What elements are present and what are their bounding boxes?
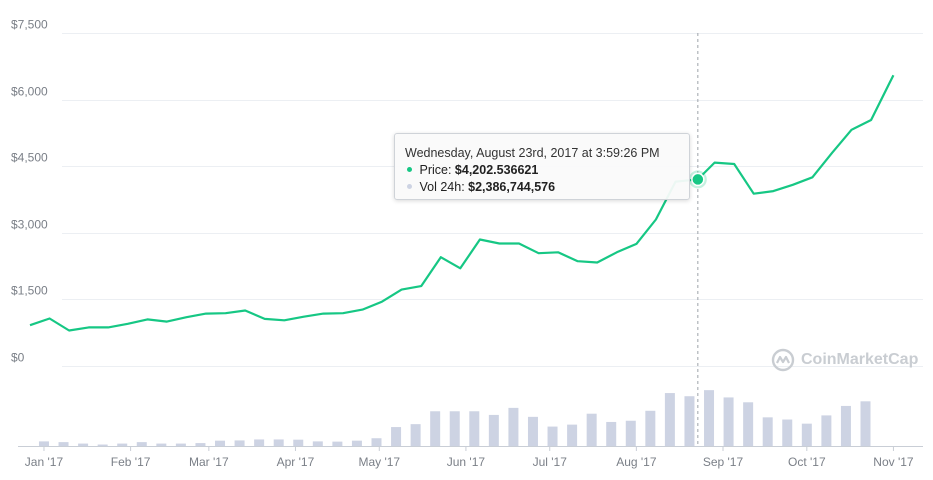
x-tick-label: Oct '17 [788, 455, 826, 469]
volume-bar [488, 414, 499, 446]
volume-bar [273, 439, 284, 446]
volume-bar [645, 410, 656, 446]
x-tick-label: Feb '17 [111, 455, 151, 469]
volume-bar [606, 421, 617, 446]
tooltip-price-label: Price: [419, 163, 452, 177]
volume-bar [821, 415, 832, 446]
tooltip-volume-row: Vol 24h: $2,386,744,576 [405, 179, 679, 196]
volume-bar [97, 444, 108, 446]
tooltip-price-row: Price: $4,202.536621 [405, 162, 679, 179]
volume-bar [782, 419, 793, 446]
volume-bar [332, 441, 343, 446]
volume-bar [58, 442, 69, 446]
x-tick-label: May '17 [358, 455, 400, 469]
x-tick-label: Jun '17 [447, 455, 486, 469]
volume-bar [801, 423, 812, 446]
volume-bars [38, 390, 871, 446]
brand-name: CoinMarketCap [801, 351, 919, 368]
volume-bar [625, 420, 636, 446]
volume-series-marker-icon [407, 184, 412, 190]
volume-bar [371, 438, 382, 446]
x-tick-label: Apr '17 [277, 455, 315, 469]
volume-bar [293, 439, 304, 446]
volume-bar [723, 397, 734, 446]
volume-bar [527, 416, 538, 446]
volume-bar [78, 443, 89, 446]
volume-bar [430, 411, 441, 446]
tooltip-price-value: $4,202.536621 [454, 163, 539, 177]
volume-bar [704, 390, 715, 446]
y-tick-label: $7,500 [11, 18, 48, 32]
x-tick-label: Nov '17 [873, 455, 914, 469]
volume-bar [38, 441, 49, 446]
volume-bar [391, 427, 402, 446]
x-tick-label: Jul '17 [533, 455, 568, 469]
tooltip-volume-value: $2,386,744,576 [468, 180, 556, 194]
tooltip-volume-label: Vol 24h: [419, 180, 465, 194]
coinmarketcap-logo-icon [771, 348, 795, 372]
volume-bar [175, 443, 186, 446]
volume-bar [195, 443, 206, 446]
volume-bar [508, 407, 519, 446]
volume-bar [684, 396, 695, 446]
volume-bar [234, 440, 245, 446]
x-axis: Jan '17 Feb '17 Mar '17 Apr '17 May '17 Jun '… [25, 446, 914, 469]
volume-bar [762, 417, 773, 446]
price-series-marker-icon [407, 167, 412, 173]
volume-bar [117, 443, 128, 446]
volume-bar [567, 424, 578, 446]
y-axis: $7,500 $6,000 $4,500 $3,000 $1,500 $0 [11, 18, 48, 365]
y-tick-label: $3,000 [11, 218, 48, 232]
volume-bar [410, 424, 421, 446]
x-tick-label: Aug '17 [616, 455, 657, 469]
volume-bar [860, 401, 871, 446]
volume-bar [312, 441, 323, 446]
x-tick-label: Sep '17 [703, 455, 744, 469]
volume-bar [215, 440, 226, 446]
volume-bar [254, 439, 265, 446]
y-tick-label: $6,000 [11, 85, 48, 99]
chart-tooltip: Wednesday, August 23rd, 2017 at 3:59:26 … [394, 133, 690, 200]
volume-bar [743, 402, 754, 446]
hover-point[interactable] [691, 172, 705, 187]
brand-watermark: CoinMarketCap [771, 347, 931, 373]
volume-bar [664, 393, 675, 446]
x-tick-label: Jan '17 [25, 455, 64, 469]
x-tick-label: Mar '17 [189, 455, 229, 469]
tooltip-title: Wednesday, August 23rd, 2017 at 3:59:26 … [405, 146, 660, 160]
volume-bar [136, 442, 147, 446]
volume-bar [586, 413, 597, 446]
y-tick-label: $4,500 [11, 151, 48, 165]
volume-bar [156, 443, 167, 446]
volume-bar [449, 411, 460, 446]
y-tick-label: $1,500 [11, 284, 48, 298]
y-tick-label: $0 [11, 351, 25, 365]
volume-bar [840, 405, 851, 446]
price-line [29, 74, 895, 332]
volume-bar [547, 426, 558, 446]
volume-bar [469, 411, 480, 446]
volume-bar [351, 440, 362, 446]
